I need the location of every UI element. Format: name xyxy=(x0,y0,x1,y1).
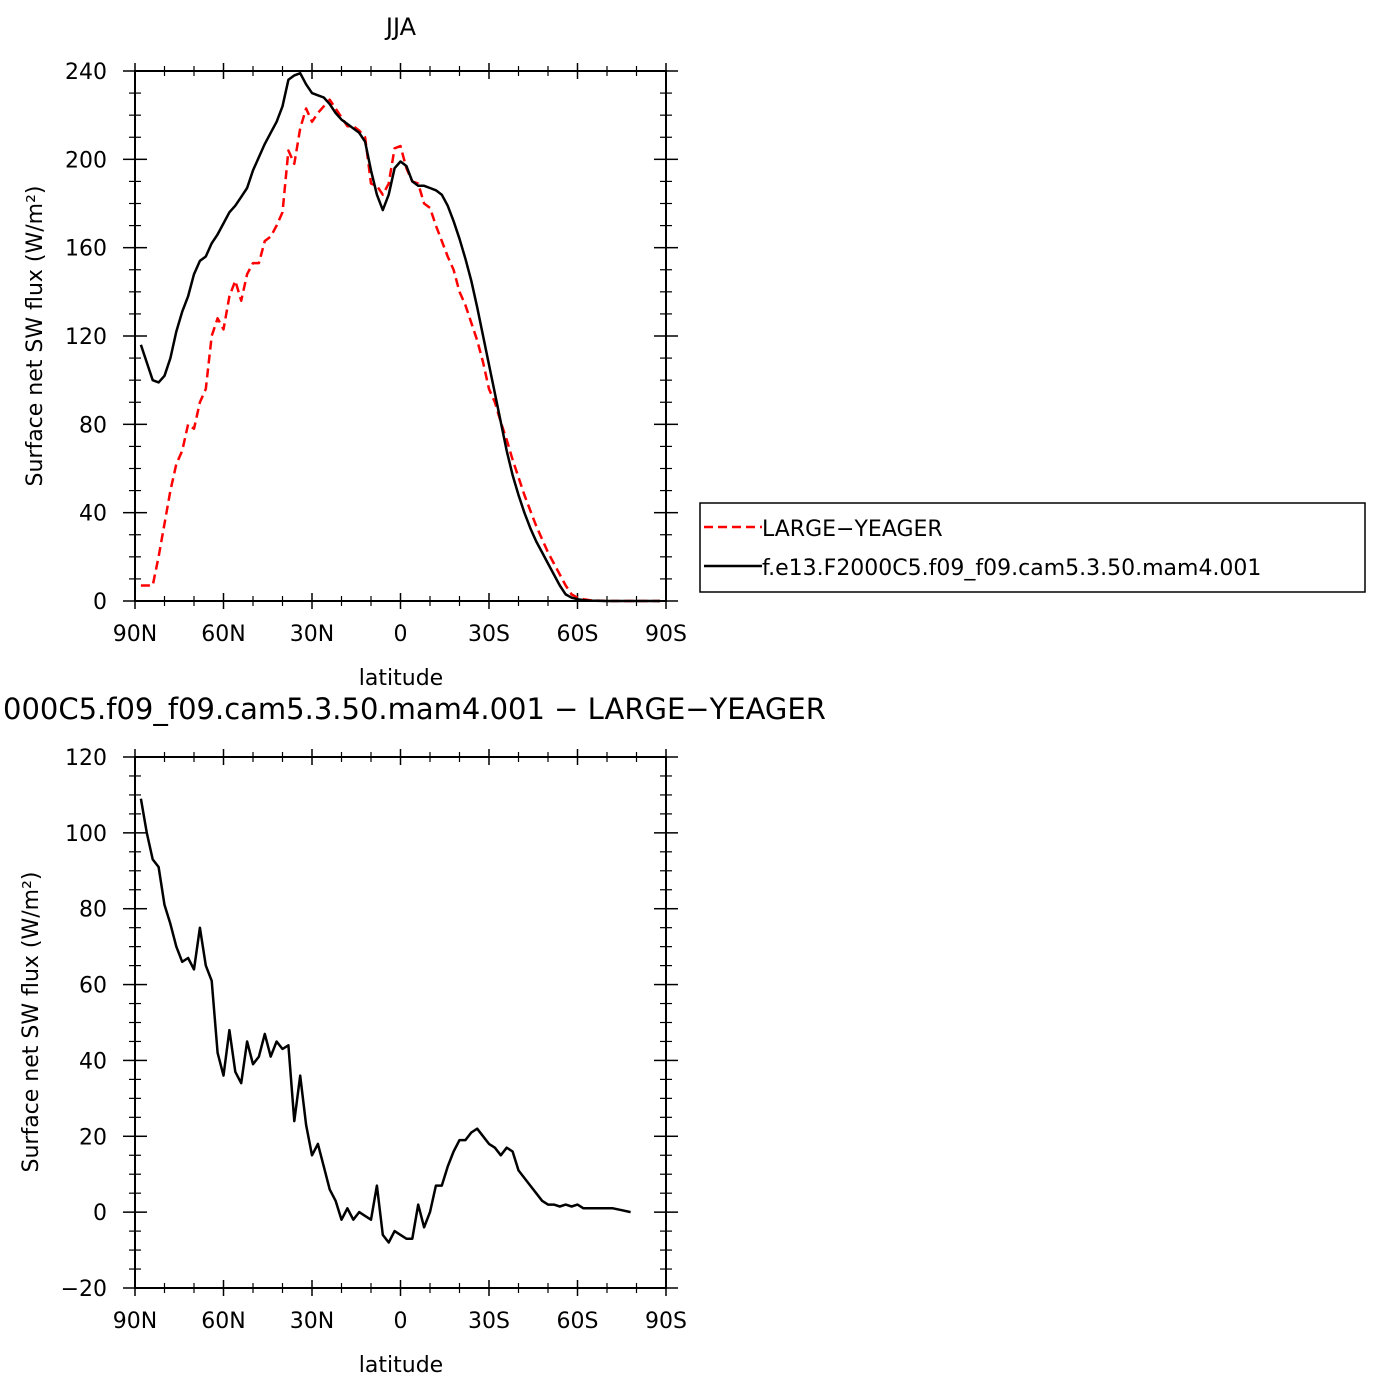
x-tick-label: 30S xyxy=(468,1309,510,1334)
legend: LARGE−YEAGER f.e13.F2000C5.f09_f09.cam5.… xyxy=(699,502,1366,593)
y-tick-label: 40 xyxy=(79,1049,107,1074)
legend-label-model: f.e13.F2000C5.f09_f09.cam5.3.50.mam4.001 xyxy=(762,556,1261,581)
x-tick-label: 30N xyxy=(290,622,334,647)
bottom-chart-title: 000C5.f09_f09.cam5.3.50.mam4.001 − LARGE… xyxy=(3,692,826,726)
top-x-tick-labels: 90N 60N 30N 0 30S 60S 90S xyxy=(113,622,687,647)
x-tick-label: 30N xyxy=(290,1309,334,1334)
series-line-large-yeager xyxy=(140,98,661,603)
bottom-y-tick-labels: −20 0 20 40 60 80 100 120 xyxy=(61,746,107,1302)
x-tick-label: 60N xyxy=(201,1309,245,1334)
y-tick-label: 80 xyxy=(79,898,107,923)
top-chart-panel: JJA 90N 60N 30N 0 30S 60S 90S 0 40 80 120 160 200 24… xyxy=(23,13,1366,691)
x-tick-label: 90S xyxy=(645,622,687,647)
bottom-plot-frame xyxy=(134,756,667,1289)
top-y-axis-label: Surface net SW flux (W/m²) xyxy=(23,185,48,486)
y-tick-label: 80 xyxy=(79,413,107,438)
x-tick-label: 0 xyxy=(394,1309,408,1334)
y-tick-label: −20 xyxy=(61,1277,107,1302)
y-tick-label: 40 xyxy=(79,502,107,527)
top-series-lines xyxy=(139,71,661,603)
y-tick-label: 200 xyxy=(65,148,107,173)
x-tick-label: 60S xyxy=(557,622,599,647)
bottom-x-axis-label: latitude xyxy=(359,1353,443,1378)
legend-label-large-yeager: LARGE−YEAGER xyxy=(762,517,943,542)
x-tick-label: 90S xyxy=(645,1309,687,1334)
x-tick-label: 60N xyxy=(201,622,245,647)
y-tick-label: 0 xyxy=(93,590,107,615)
y-tick-label: 120 xyxy=(65,325,107,350)
x-tick-label: 30S xyxy=(468,622,510,647)
y-tick-label: 60 xyxy=(79,974,107,999)
y-tick-label: 160 xyxy=(65,237,107,262)
top-y-tick-labels: 0 40 80 120 160 200 240 xyxy=(65,60,107,615)
bottom-chart-panel: 000C5.f09_f09.cam5.3.50.mam4.001 − LARGE… xyxy=(3,692,826,1378)
y-tick-label: 100 xyxy=(65,822,107,847)
series-line-difference xyxy=(139,798,631,1244)
y-tick-label: 120 xyxy=(65,746,107,771)
bottom-series-lines xyxy=(139,798,631,1244)
x-tick-label: 0 xyxy=(394,622,408,647)
top-x-axis-label: latitude xyxy=(359,666,443,691)
legend-box xyxy=(699,502,1366,593)
bottom-x-tick-labels: 90N 60N 30N 0 30S 60S 90S xyxy=(113,1309,687,1334)
x-tick-label: 60S xyxy=(557,1309,599,1334)
y-tick-label: 20 xyxy=(79,1125,107,1150)
bottom-y-axis-label: Surface net SW flux (W/m²) xyxy=(19,871,44,1172)
y-tick-label: 240 xyxy=(65,60,107,85)
y-tick-label: 0 xyxy=(93,1201,107,1226)
series-line-model xyxy=(139,71,661,603)
bottom-tick-marks xyxy=(123,749,678,1296)
x-tick-label: 90N xyxy=(113,622,157,647)
x-tick-label: 90N xyxy=(113,1309,157,1334)
top-chart-title: JJA xyxy=(384,13,417,41)
top-plot-frame xyxy=(134,70,667,602)
